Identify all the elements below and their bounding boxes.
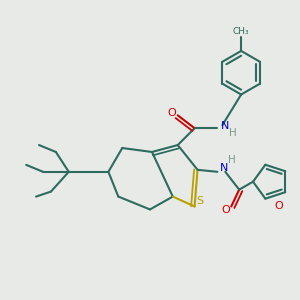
Text: H: H xyxy=(228,155,236,165)
Text: N: N xyxy=(220,163,229,173)
Text: H: H xyxy=(229,128,237,138)
Text: N: N xyxy=(221,121,230,131)
Text: O: O xyxy=(274,201,283,211)
Text: O: O xyxy=(167,108,176,118)
Text: S: S xyxy=(196,196,203,206)
Text: O: O xyxy=(221,206,230,215)
Text: CH₃: CH₃ xyxy=(233,27,250,36)
